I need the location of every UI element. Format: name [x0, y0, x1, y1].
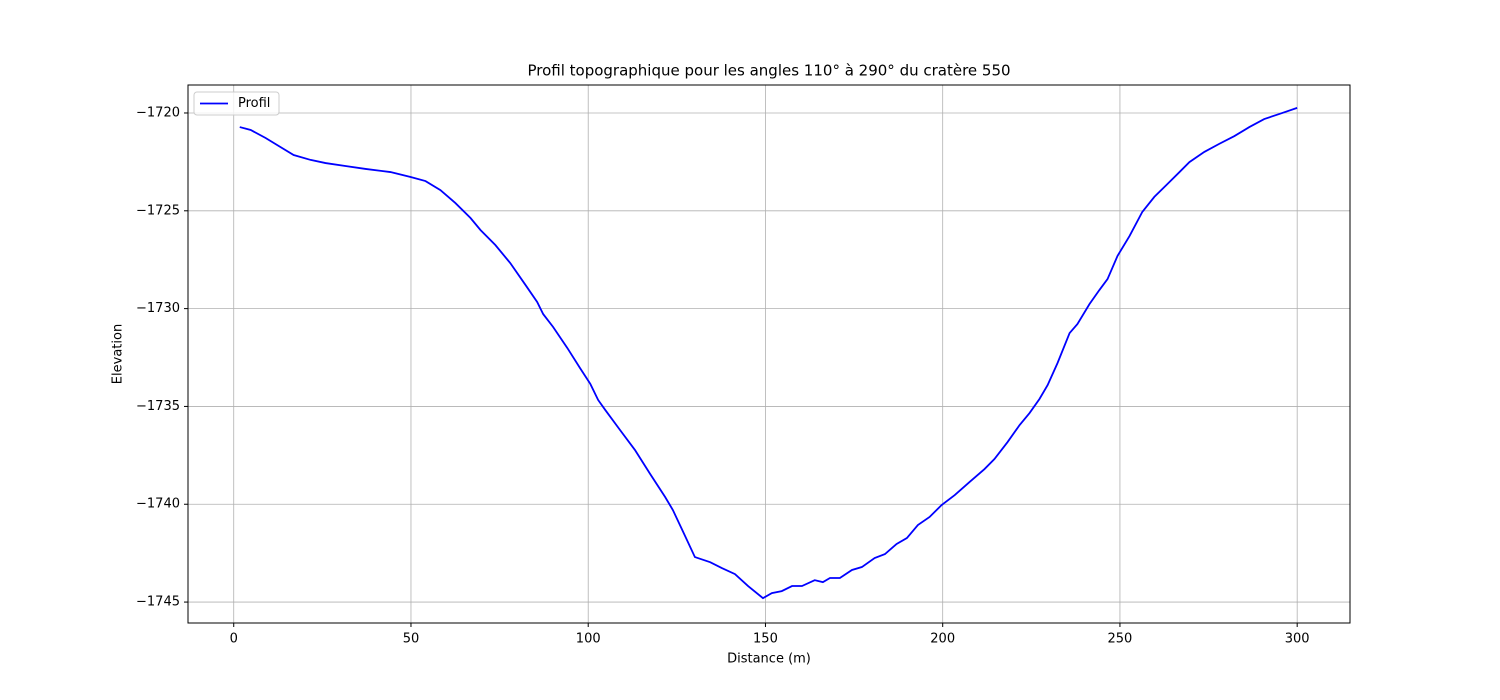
y-axis-label: Elevation — [111, 324, 126, 384]
y-tick-label: −1745 — [136, 595, 180, 610]
plot-frame — [187, 84, 1351, 624]
data-line — [239, 107, 1298, 600]
x-tick-label: 0 — [230, 632, 238, 647]
x-tick-label: 50 — [403, 632, 420, 647]
x-axis-label: Distance (m) — [727, 652, 811, 667]
x-tick-label: 300 — [1285, 632, 1310, 647]
y-tick-label: −1735 — [136, 399, 180, 414]
legend-box — [193, 91, 280, 116]
x-tick-label: 100 — [576, 632, 601, 647]
chart-title: Profil topographique pour les angles 110… — [527, 62, 1010, 80]
y-tick-label: −1740 — [136, 497, 180, 512]
y-tick-label: −1725 — [136, 203, 180, 218]
x-tick-label: 150 — [753, 632, 778, 647]
legend-label: Profil — [238, 96, 270, 111]
x-tick-label: 200 — [930, 632, 955, 647]
y-tick-label: −1730 — [136, 301, 180, 316]
x-tick-label: 250 — [1108, 632, 1133, 647]
y-tick-label: −1720 — [136, 105, 180, 120]
